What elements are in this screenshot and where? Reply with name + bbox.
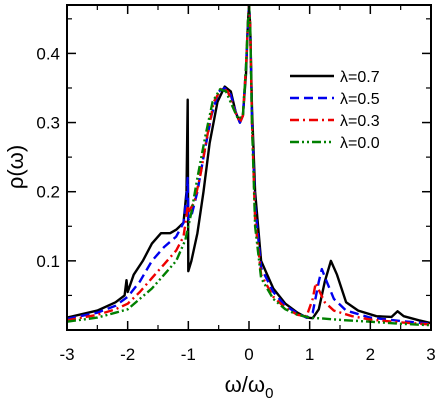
y-tick-label: 0.1 <box>36 252 60 271</box>
y-tick-label: 0.2 <box>36 183 60 202</box>
y-axis-label: ρ(ω) <box>3 145 28 189</box>
plot-frame <box>66 4 432 331</box>
legend-label-4: λ=0.0 <box>340 135 380 152</box>
legend-label-1: λ=0.7 <box>340 69 380 86</box>
x-tick-label: -1 <box>181 345 196 364</box>
x-tick-label: -2 <box>120 345 135 364</box>
x-tick-label: 1 <box>305 345 314 364</box>
x-axis-label: ω/ω0 <box>225 372 274 402</box>
series-line-4 <box>67 5 431 327</box>
series-line-1 <box>67 5 431 325</box>
x-tick-label: 2 <box>366 345 375 364</box>
y-tick-label: 0.3 <box>36 114 60 133</box>
x-axis: -3 -2 -1 0 1 2 3 <box>59 5 436 364</box>
legend: λ=0.7 λ=0.5 λ=0.3 λ=0.0 <box>290 69 380 152</box>
x-tick-label: -3 <box>59 345 74 364</box>
x-tick-label: 3 <box>426 345 435 364</box>
series-line-2 <box>67 5 431 325</box>
series-line-3 <box>67 5 431 326</box>
series-group <box>67 5 431 327</box>
y-tick-label: 0.4 <box>36 44 60 63</box>
legend-label-2: λ=0.5 <box>340 91 380 108</box>
x-axis-label-subscript: 0 <box>265 385 273 402</box>
x-axis-label-main: ω/ω <box>225 372 265 397</box>
y-axis: 0.1 0.2 0.3 0.4 <box>36 18 431 297</box>
x-tick-label: 0 <box>244 345 253 364</box>
legend-label-3: λ=0.3 <box>340 113 380 130</box>
